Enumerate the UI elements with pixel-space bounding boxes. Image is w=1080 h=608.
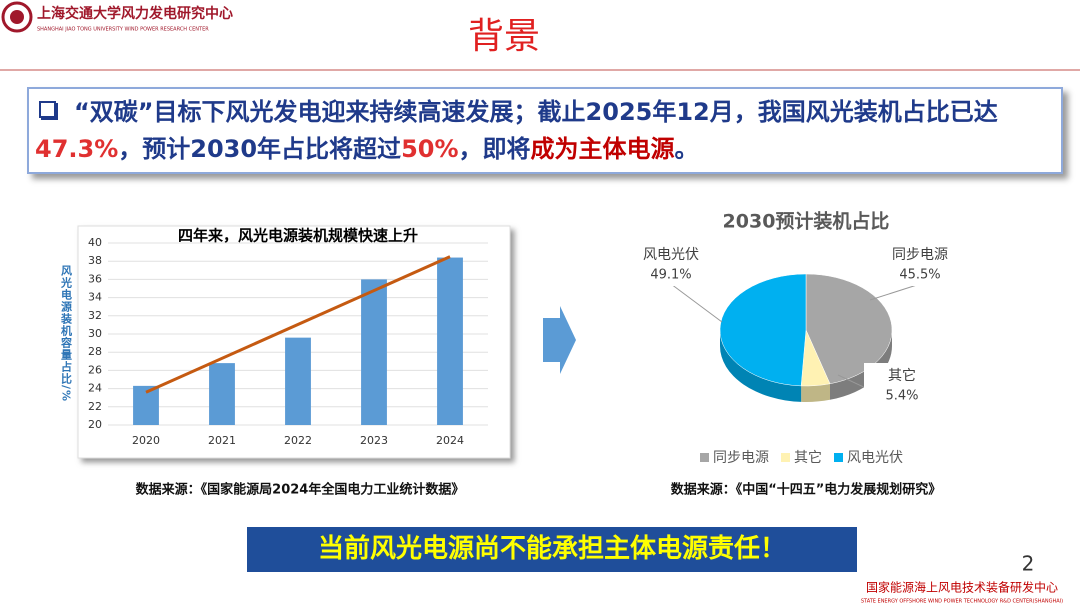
data-label-value: 5.4%	[885, 389, 918, 404]
source: 数据来源：《国家能源局2024年全国电力工业统计数据》	[136, 482, 465, 498]
x-tick-label: 2023	[360, 434, 388, 447]
bar	[209, 363, 235, 425]
bar	[361, 279, 387, 425]
legend-label: 风电光伏	[847, 450, 903, 466]
bar	[437, 257, 463, 425]
summary-box: “双碳”目标下风光发电迎来持续高速发展；截止2025年12月，我国风光装机占比已…	[27, 87, 1063, 174]
pie-side	[801, 383, 830, 403]
legend-swatch	[700, 453, 709, 462]
chart-title: 2030预计装机占比	[723, 210, 890, 233]
pie-side	[829, 330, 892, 400]
logo-emblem	[1, 1, 33, 33]
trend-line	[145, 255, 451, 394]
y-tick-label: 24	[88, 382, 102, 395]
pie-slice	[719, 273, 807, 387]
y-tick-label: 34	[88, 291, 102, 304]
summary-highlight: 50%	[401, 135, 459, 163]
data-label-box	[882, 242, 958, 286]
footer-org-en: STATE ENERGY OFFSHORE WIND POWER TECHNOL…	[861, 599, 1063, 605]
y-tick-label: 30	[88, 327, 102, 340]
y-tick-label: 20	[88, 418, 102, 431]
leader-line	[670, 283, 723, 323]
data-label-name: 风电光伏	[643, 247, 699, 263]
summary-text: ，预计2030年占比将超过	[118, 135, 402, 163]
legend-label: 同步电源	[713, 450, 769, 466]
y-tick-label: 38	[88, 254, 102, 267]
pie-slice	[805, 273, 893, 385]
logo-emblem-core	[10, 10, 24, 24]
legend-label: 其它	[794, 449, 822, 466]
y-axis-label: 风光电源装机容量占比/%	[60, 264, 74, 402]
y-tick-label: 40	[88, 236, 102, 249]
bar	[285, 337, 311, 425]
x-tick-label: 2020	[132, 434, 160, 447]
footer-org: 国家能源海上风电技术装备研发中心	[866, 580, 1058, 595]
summary-text: “双碳”目标下风光发电迎来持续高速发展；截止2025年12月，我国风光装机占比已…	[74, 98, 998, 126]
summary-text: 。	[674, 135, 699, 163]
logo-text: 上海交通大学风力发电研究中心	[37, 5, 233, 22]
y-tick-label: 28	[88, 345, 102, 358]
y-tick-label: 32	[88, 309, 102, 322]
page-number: 2	[1022, 552, 1035, 576]
slide-title: 背景	[468, 16, 540, 57]
y-tick-label: 22	[88, 400, 102, 413]
data-label-box	[633, 242, 709, 286]
y-tick-label: 26	[88, 363, 102, 376]
conclusion-banner: 当前风光电源尚不能承担主体电源责任！	[247, 527, 857, 572]
pie-side	[720, 330, 802, 402]
x-tick-label: 2024	[436, 434, 464, 447]
summary-highlight: 47.3%	[35, 135, 119, 163]
data-label-value: 45.5%	[899, 268, 940, 283]
x-tick-label: 2022	[284, 434, 312, 447]
data-label-name: 同步电源	[892, 247, 948, 263]
logo-subtext: SHANGHAI JIAO TONG UNIVERSITY WIND POWER…	[37, 27, 209, 33]
legend-swatch	[781, 453, 790, 462]
summary-text: ，即将	[458, 135, 531, 163]
y-tick-label: 36	[88, 272, 102, 285]
x-tick-label: 2021	[208, 434, 236, 447]
chart-title: 四年来，风光电源装机规模快速上升	[178, 227, 418, 245]
legend-swatch	[834, 453, 843, 462]
bullet-icon	[39, 101, 56, 118]
data-label-name: 其它	[888, 367, 916, 384]
summary-highlight: 成为主体电源	[530, 135, 675, 163]
data-label-value: 49.1%	[650, 268, 691, 283]
bar	[133, 385, 159, 425]
source: 数据来源：《中国“十四五”电力发展规划研究》	[671, 482, 942, 498]
arrow	[543, 306, 576, 374]
data-label-box	[864, 363, 940, 407]
leader-line	[869, 283, 921, 301]
